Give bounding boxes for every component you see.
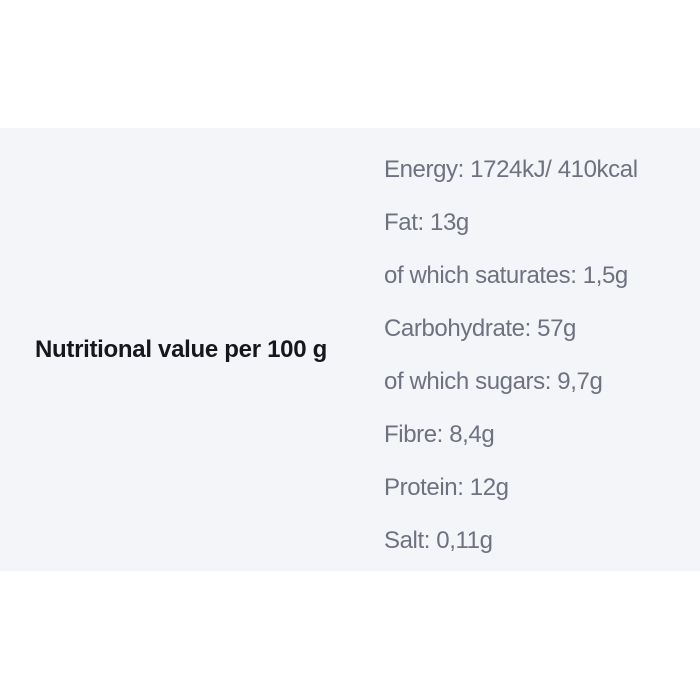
nutrition-row: Protein: 12g (384, 474, 509, 501)
nutrition-row: Energy: 1724kJ/ 410kcal (384, 156, 638, 183)
nutrition-row: of which sugars: 9,7g (384, 368, 603, 395)
nutrition-row: Fat: 13g (384, 209, 469, 236)
nutrition-row: Salt: 0,11g (384, 527, 493, 554)
nutrition-rows-list: Energy: 1724kJ/ 410kcal Fat: 13g of which … (384, 155, 700, 555)
nutrition-row: Fibre: 8,4g (384, 421, 495, 448)
nutrition-title: Nutritional value per 100 g (35, 335, 327, 363)
nutrition-row: of which saturates: 1,5g (384, 262, 628, 289)
nutrition-title-cell: Nutritional value per 100 g (0, 128, 384, 571)
nutrition-values-cell: Energy: 1724kJ/ 410kcal Fat: 13g of which … (384, 128, 700, 571)
nutrition-section: Nutritional value per 100 g Energy: 1724… (0, 128, 700, 571)
nutrition-row: Carbohydrate: 57g (384, 315, 576, 342)
